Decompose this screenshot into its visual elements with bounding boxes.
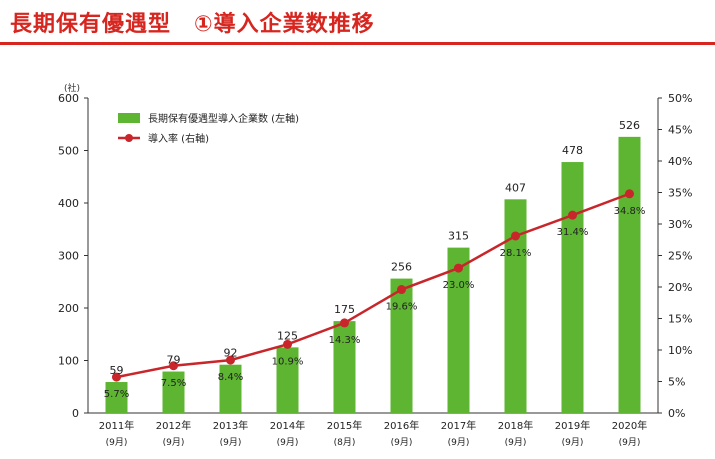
x-tick-label: 2019年 [555,419,590,432]
bar-series [105,136,641,413]
bar [390,278,413,413]
x-tick-label: 2017年 [441,419,476,432]
right-tick-label: 5% [668,376,685,389]
left-tick-label: 600 [58,92,79,105]
line-point [112,372,121,382]
line-point [625,189,634,199]
line-value-label: 28.1% [500,248,532,259]
line-value-label: 14.3% [329,335,361,346]
line-value-label: 5.7% [104,389,129,400]
right-tick-label: 25% [668,250,692,263]
left-tick-label: 500 [58,145,79,158]
line-point [340,318,349,328]
line-point [283,339,292,349]
x-tick-sublabel: (9月) [220,437,242,448]
legend-bar-swatch [118,113,140,123]
page-header: 長期保有優遇型 ①導入企業数推移 [0,0,715,46]
bar-value-label: 526 [619,119,640,132]
right-tick-label: 10% [668,344,692,357]
title-underline [0,42,715,45]
x-tick-label: 2020年 [612,419,647,432]
x-tick-sublabel: (9月) [562,437,584,448]
left-tick-label: 400 [58,197,79,210]
left-tick-label: 300 [58,250,79,263]
bar-value-label: 59 [110,364,124,377]
bar [618,136,641,413]
chart-axes: (社) 0 100 200 300 400 500 600 0% 5% 10% 15% 20% 25% 30… [58,82,692,448]
line-value-label: 19.6% [386,302,418,313]
x-tick-sublabel: (9月) [106,437,128,448]
x-tick-sublabel: (9月) [391,437,413,448]
bar-value-label: 79 [167,354,181,367]
bar-value-label: 407 [505,181,526,194]
right-tick-label: 15% [668,313,692,326]
line-point [511,231,520,241]
line-path [116,192,630,379]
x-tick-sublabel: (8月) [334,437,356,448]
right-tick-label: 30% [668,218,692,231]
line-value-label: 34.8% [614,206,646,217]
line-value-label: 31.4% [557,227,589,238]
x-tick-label: 2012年 [156,419,191,432]
bar [105,382,128,413]
right-tick-label: 20% [668,281,692,294]
x-tick-label: 2018年 [498,419,533,432]
line-point [397,285,406,295]
x-tick-label: 2014年 [270,419,305,432]
bar-value-label: 175 [334,303,355,316]
x-tick-sublabel: (9月) [505,437,527,448]
line-value-label: 23.0% [443,280,475,291]
line-value-label: 10.9% [272,356,304,367]
x-tick-label: 2011年 [99,419,134,432]
bar [333,321,356,413]
bar-value-label: 92 [224,347,238,360]
line-point [169,361,178,371]
right-tick-label: 35% [668,187,692,200]
chart-legend: 長期保有優遇型導入企業数 (左軸) 導入率 (右軸) [118,112,299,145]
left-tick-label: 200 [58,302,79,315]
bar-value-label: 478 [562,144,583,157]
x-tick-sublabel: (9月) [277,437,299,448]
legend-line-label: 導入率 (右軸) [148,132,209,145]
bar-value-label: 256 [391,261,412,274]
bar [561,162,584,413]
right-tick-label: 45% [668,124,692,137]
bar [276,347,299,413]
line-point [226,355,235,365]
bar-value-label: 125 [277,329,298,342]
line-point [568,210,577,220]
x-tick-sublabel: (9月) [448,437,470,448]
left-tick-label: 0 [72,407,79,420]
line-series [112,189,634,382]
x-tick-label: 2015年 [327,419,362,432]
line-value-label: 8.4% [218,372,243,383]
bar [504,199,527,413]
bar [219,364,242,413]
right-tick-label: 0% [668,407,685,420]
right-tick-label: 50% [668,92,692,105]
bar-value-label: 315 [448,230,469,243]
x-tick-label: 2013年 [213,419,248,432]
right-tick-label: 40% [668,155,692,168]
bar [162,371,185,413]
bar [447,247,470,413]
x-tick-sublabel: (9月) [163,437,185,448]
line-point [454,263,463,273]
data-labels: 59 79 92 125 175 256 315 407 478 526 5.7% 7.5% 8.4% 1… [104,119,646,400]
page-title: 長期保有優遇型 ①導入企業数推移 [10,12,375,37]
line-value-label: 7.5% [161,378,186,389]
x-tick-sublabel: (9月) [619,437,641,448]
left-axis-unit: (社) [64,82,80,94]
left-tick-label: 100 [58,355,79,368]
legend-line-marker [125,134,133,142]
x-tick-label: 2016年 [384,419,419,432]
legend-bar-label: 長期保有優遇型導入企業数 (左軸) [148,112,299,125]
